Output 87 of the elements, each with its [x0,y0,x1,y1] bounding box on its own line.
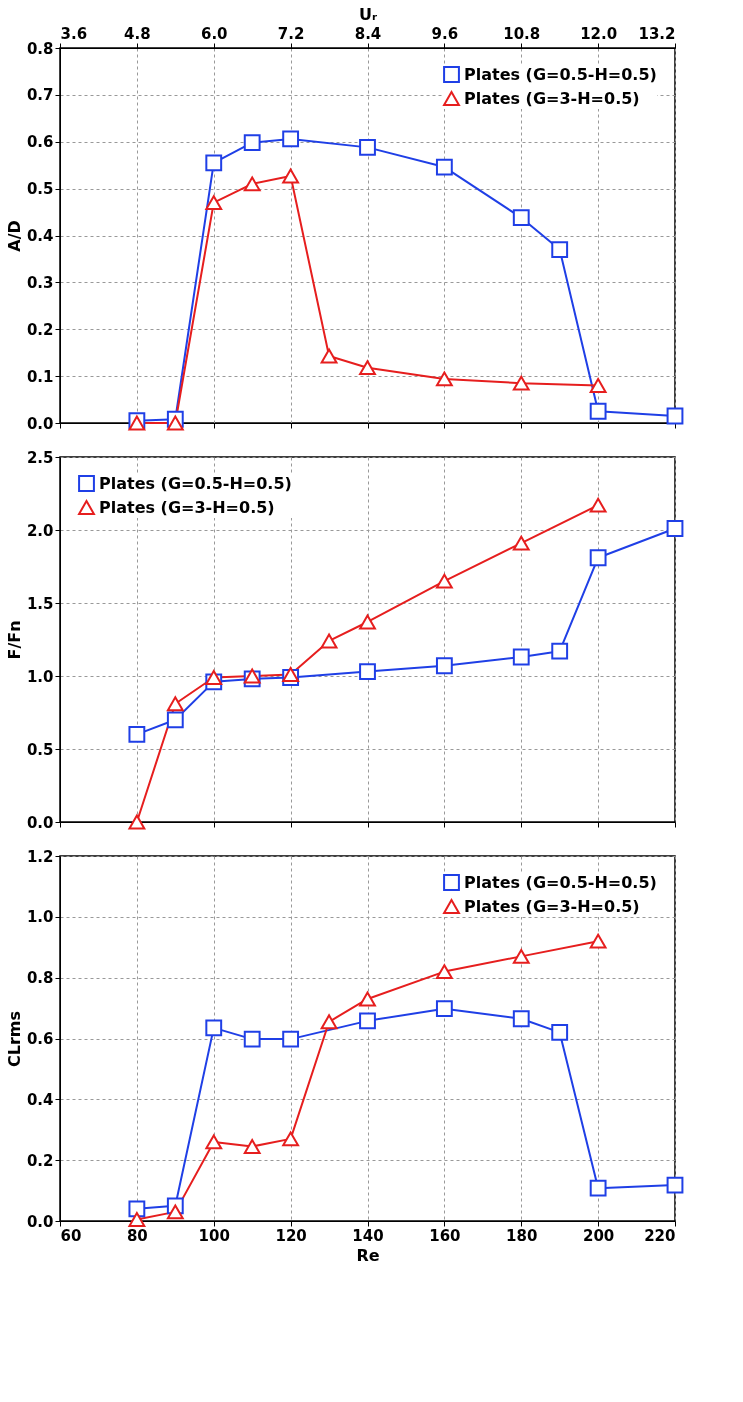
point [359,360,376,376]
point [282,168,300,184]
point [166,415,184,431]
y-tick-label: 0.4 [26,1090,54,1109]
x-tick-label: 60 [60,1226,82,1245]
x2-tick-label: 13.2 [638,24,676,43]
legend-label: Plates (G=0.5-H=0.5) [99,473,292,493]
point [243,668,261,684]
legend-label: Plates (G=0.5-H=0.5) [464,872,657,892]
x2-tick-label: 4.8 [124,24,151,43]
point [166,696,184,712]
y-tick-label: 0.0 [26,414,54,433]
point [551,241,569,258]
x-tick-label: 120 [275,1226,307,1245]
y-tick-label: 0.2 [26,320,54,339]
point [512,648,530,666]
point [589,549,607,567]
point [435,371,453,387]
y-tick-label: 0.2 [26,1151,54,1170]
point [435,158,453,176]
point [205,670,223,685]
x2-tick-label: 10.8 [503,24,541,43]
point [359,138,376,156]
y-tick-label: 2.5 [26,448,54,467]
y-tick-label: 0.0 [26,813,54,832]
x-tick-label: 220 [644,1226,676,1245]
y-tick-label: 0.6 [26,1030,54,1048]
point [551,642,569,660]
point [128,814,146,830]
point [243,134,261,152]
point [128,725,146,743]
point [435,657,453,675]
point [589,497,607,513]
point [512,535,530,551]
point [282,667,300,682]
x2-tick-label: 3.6 [60,24,88,43]
y-tick-label: 0.0 [26,1212,54,1231]
point [166,711,184,729]
x2-tick-label: 12.0 [580,24,618,43]
y-tick-label: 1.0 [26,908,54,927]
y-tick-label: 1.5 [26,594,54,613]
y-axis-title: F/Fn [4,620,24,660]
y-tick-label: 0.7 [26,86,54,105]
y-tick-label: 1.0 [26,667,54,686]
y-tick-label: 0.5 [26,180,54,199]
y-axis-title: A/D [4,220,24,252]
x-tick-label: 80 [126,1226,148,1245]
legend-label: Plates (G=0.5-H=0.5) [464,64,657,84]
y-tick-label: 0.6 [26,133,54,152]
x-tick-label: 200 [582,1226,615,1245]
y-tick-label: 0.8 [26,969,54,988]
point [359,663,376,681]
x2-tick-label: 8.4 [354,24,382,43]
point [243,176,261,192]
x2-tick-label: 7.2 [277,24,305,43]
x-axis-title: Re [356,1245,380,1265]
x2-tick-label: 9.6 [431,24,459,43]
x2-tick-label: 6.0 [200,24,228,43]
y-tick-label: 0.3 [26,273,54,292]
point [359,614,376,630]
y-tick-label: 0.8 [26,39,54,58]
point [320,348,338,364]
point [320,633,338,649]
y-tick-label: 0.1 [26,367,54,386]
x-tick-label: 140 [352,1226,384,1245]
point [205,195,223,211]
y-tick-label: 0.5 [26,740,54,759]
x-tick-label: 180 [506,1226,538,1245]
point [666,407,684,425]
y-tick-label: 2.0 [26,521,54,540]
legend-label: Plates (G=3-H=0.5) [464,896,640,916]
legend-label: Plates (G=3-H=0.5) [99,497,275,517]
point [435,573,453,589]
point [512,209,530,227]
x-tick-label: 100 [198,1226,230,1245]
point [666,520,684,537]
y-axis-title: CLrms [4,1010,24,1068]
x2-axis-title: Uᵣ [358,4,378,24]
y-tick-label: 1.2 [26,847,54,866]
point [282,130,300,148]
point [589,402,607,420]
y-tick-label: 0.4 [26,227,54,245]
point [512,375,530,391]
point [589,378,607,393]
legend-label: Plates (G=3-H=0.5) [464,88,640,108]
point [205,154,223,172]
x-tick-label: 160 [429,1226,461,1245]
